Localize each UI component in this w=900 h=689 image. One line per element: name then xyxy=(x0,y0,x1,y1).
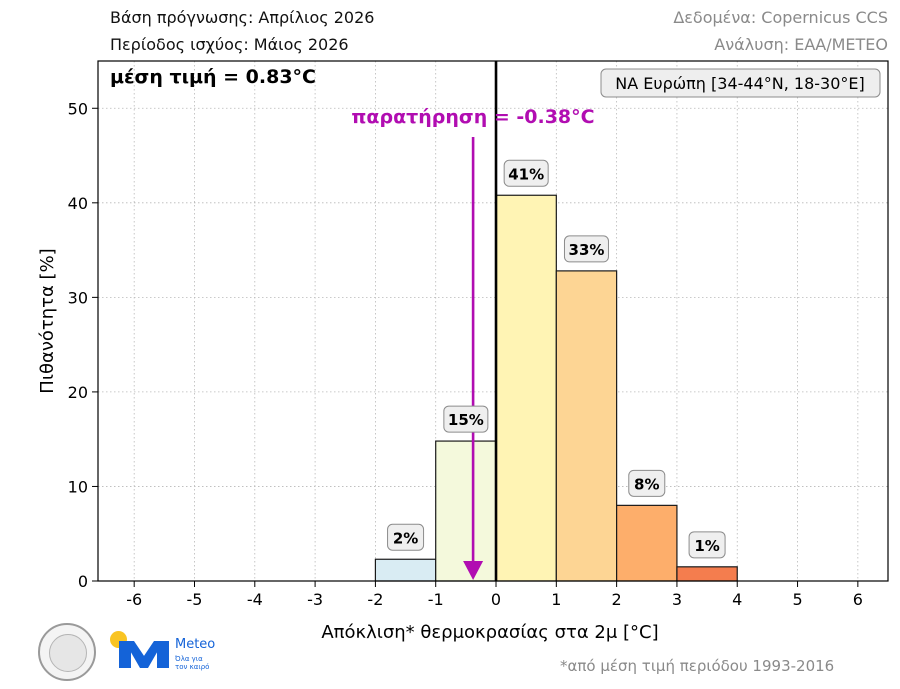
bar-label-box xyxy=(628,469,666,497)
bar-label-box xyxy=(503,159,549,187)
observation-marker: παρατήρηση = -0.38°C xyxy=(351,106,595,580)
bar-value-label: 8% xyxy=(634,475,659,493)
x-tick-label: -2 xyxy=(367,590,383,609)
region-label: ΝΑ Ευρώπη [34-44°N, 18-30°E] xyxy=(615,74,865,93)
bar-value-labels: 2% 15% 41% 33% 8% 1% xyxy=(387,159,726,559)
bar-label-box xyxy=(688,531,726,559)
histogram-bar xyxy=(676,566,738,582)
y-tick-label: 50 xyxy=(68,99,88,118)
forecast-base-text: Βάση πρόγνωσης: Απρίλιος 2026 xyxy=(110,8,375,27)
bar-label-box xyxy=(443,405,489,433)
x-tick-label: 3 xyxy=(672,590,682,609)
bar-value-label: 1% xyxy=(694,537,719,555)
region-box: ΝΑ Ευρώπη [34-44°N, 18-30°E] xyxy=(600,68,881,98)
meteo-brand-name: Meteo xyxy=(175,637,216,652)
bar-value-label: 2% xyxy=(393,529,418,547)
histogram-bar xyxy=(374,558,437,582)
region-box-frame xyxy=(600,68,881,98)
histogram-bar xyxy=(616,504,678,582)
y-tick-label: 20 xyxy=(68,383,88,402)
bars xyxy=(374,194,738,582)
axis-ticks: -6 -5 -4 -3 -2 -1 0 1 2 3 4 5 6 0 10 20 30 40 50 xyxy=(68,99,863,609)
x-tick-label: 5 xyxy=(792,590,802,609)
y-axis-label: Πιθανότητα [%] xyxy=(37,248,58,393)
y-tick-label: 30 xyxy=(68,288,88,307)
plot-area-frame xyxy=(97,60,889,582)
x-tick-label: -5 xyxy=(187,590,203,609)
data-source-text: Δεδομένα: Copernicus CCS xyxy=(673,8,888,27)
x-tick-label: 2 xyxy=(612,590,622,609)
histogram-bar xyxy=(555,270,618,582)
validity-period-text: Περίοδος ισχύος: Μάιος 2026 xyxy=(110,35,349,54)
meteo-brand-tagline: Όλα για τον καιρό xyxy=(175,655,210,671)
x-tick-label: -4 xyxy=(247,590,263,609)
y-tick-label: 40 xyxy=(68,194,88,213)
x-tick-label: 1 xyxy=(551,590,561,609)
x-axis-label: Απόκλιση* θερμοκρασίας στα 2μ [°C] xyxy=(321,622,658,643)
bar-value-label: 41% xyxy=(508,165,544,183)
footnote-text: *από μέση τιμή περιόδου 1993-2016 xyxy=(560,657,835,675)
x-tick-label: 0 xyxy=(491,590,501,609)
bar-value-label: 33% xyxy=(569,241,605,259)
bar-label-box xyxy=(387,523,425,551)
observation-label: παρατήρηση = -0.38°C xyxy=(351,106,594,128)
bar-label-box xyxy=(563,235,609,263)
x-tick-label: -3 xyxy=(307,590,323,609)
histogram-bar xyxy=(435,440,497,582)
bar-value-label: 15% xyxy=(448,411,484,429)
y-tick-label: 10 xyxy=(68,477,88,496)
x-tick-label: 4 xyxy=(732,590,742,609)
observatory-seal-logo xyxy=(38,623,96,681)
x-tick-label: -1 xyxy=(428,590,444,609)
mean-value-text: μέση τιμή = 0.83°C xyxy=(110,66,316,88)
y-tick-label: 0 xyxy=(78,572,88,591)
histogram-bar xyxy=(495,194,557,582)
x-tick-label: -6 xyxy=(126,590,142,609)
observation-arrow-head xyxy=(463,561,484,580)
x-tick-label: 6 xyxy=(853,590,863,609)
analysis-credit-text: Ανάλυση: ΕΑΑ/METEO xyxy=(714,35,888,54)
